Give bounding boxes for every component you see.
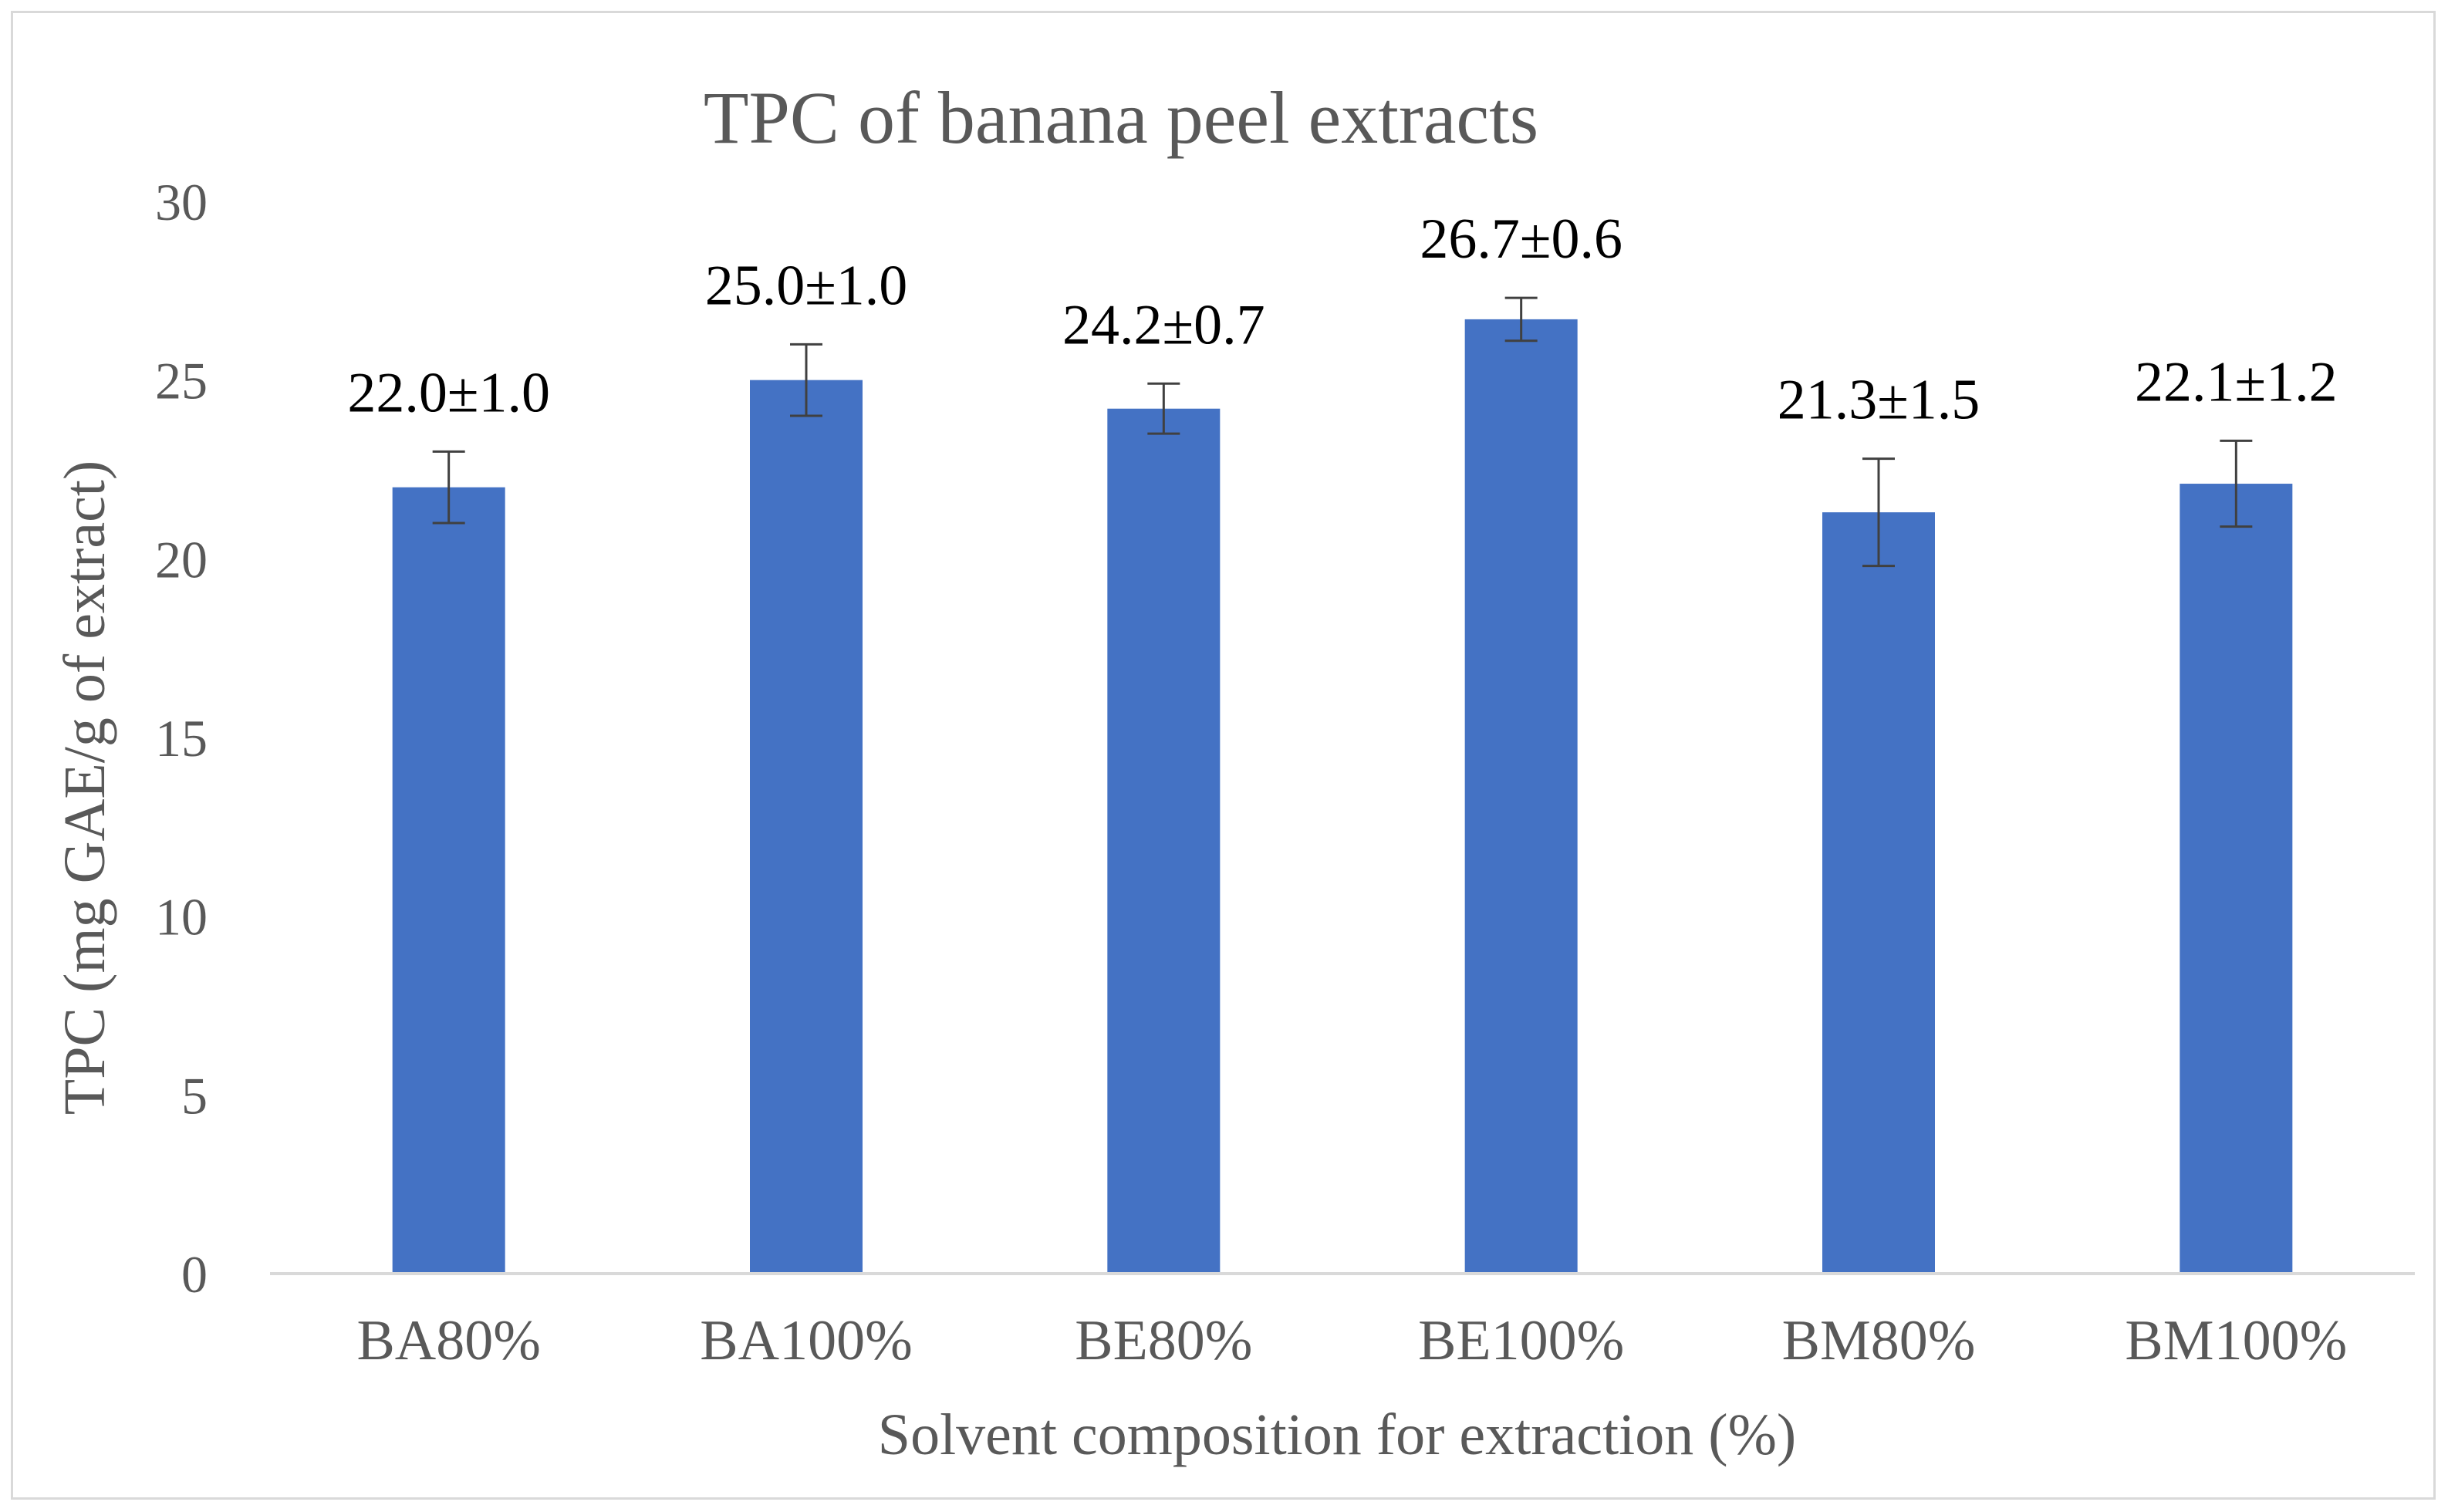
y-tick-label: 0: [181, 1245, 208, 1304]
y-axis-label: TPC (mg GAE/g of extract): [52, 461, 117, 1115]
y-tick-label: 15: [155, 709, 208, 768]
x-tick-label: BM80%: [1782, 1309, 1976, 1372]
data-label: 22.1±1.2: [2135, 350, 2338, 413]
y-tick-labels: 0 5 10 15 20 25 30: [155, 173, 208, 1304]
x-tick-label: BE80%: [1075, 1309, 1252, 1372]
data-label: 25.0±1.0: [705, 254, 908, 317]
bar-be80-pct: [1107, 408, 1221, 1274]
bar-ba100-pct: [750, 380, 863, 1274]
bar-chart: TPC of banana peel extracts TPC (mg GAE/…: [52, 76, 2415, 1467]
x-tick-label: BA100%: [700, 1309, 912, 1372]
data-label: 24.2±0.7: [1062, 293, 1265, 356]
bars: [392, 319, 2293, 1274]
y-tick-label: 10: [155, 888, 208, 947]
bar-be100-pct: [1464, 319, 1578, 1274]
y-tick-label: 20: [155, 530, 208, 589]
bar-ba80-pct: [392, 487, 505, 1274]
data-label: 21.3±1.5: [1778, 369, 1980, 432]
y-tick-label: 5: [181, 1066, 208, 1125]
error-bars: [432, 296, 2253, 568]
y-tick-label: 30: [155, 173, 208, 231]
x-axis-label: Solvent composition for extraction (%): [878, 1402, 1796, 1467]
data-labels: 22.0±1.0 25.0±1.0 24.2±0.7 26.7±0.6 21.3±1.5…: [347, 208, 2337, 431]
bar-bm100-pct: [2180, 484, 2293, 1274]
bar-bm80-pct: [1822, 512, 1935, 1274]
y-tick-label: 25: [155, 352, 208, 410]
chart-title: TPC of banana peel extracts: [704, 76, 1538, 159]
data-label: 22.0±1.0: [347, 361, 550, 424]
x-tick-label: BM100%: [2125, 1309, 2347, 1372]
x-tick-label: BA80%: [356, 1309, 540, 1372]
x-tick-label: BE100%: [1418, 1309, 1624, 1372]
chart-frame: TPC of banana peel extracts TPC (mg GAE/…: [11, 11, 2436, 1500]
data-label: 26.7±0.6: [1420, 208, 1622, 271]
x-tick-labels: BA80% BA100% BE80% BE100% BM80% BM100%: [356, 1309, 2347, 1372]
